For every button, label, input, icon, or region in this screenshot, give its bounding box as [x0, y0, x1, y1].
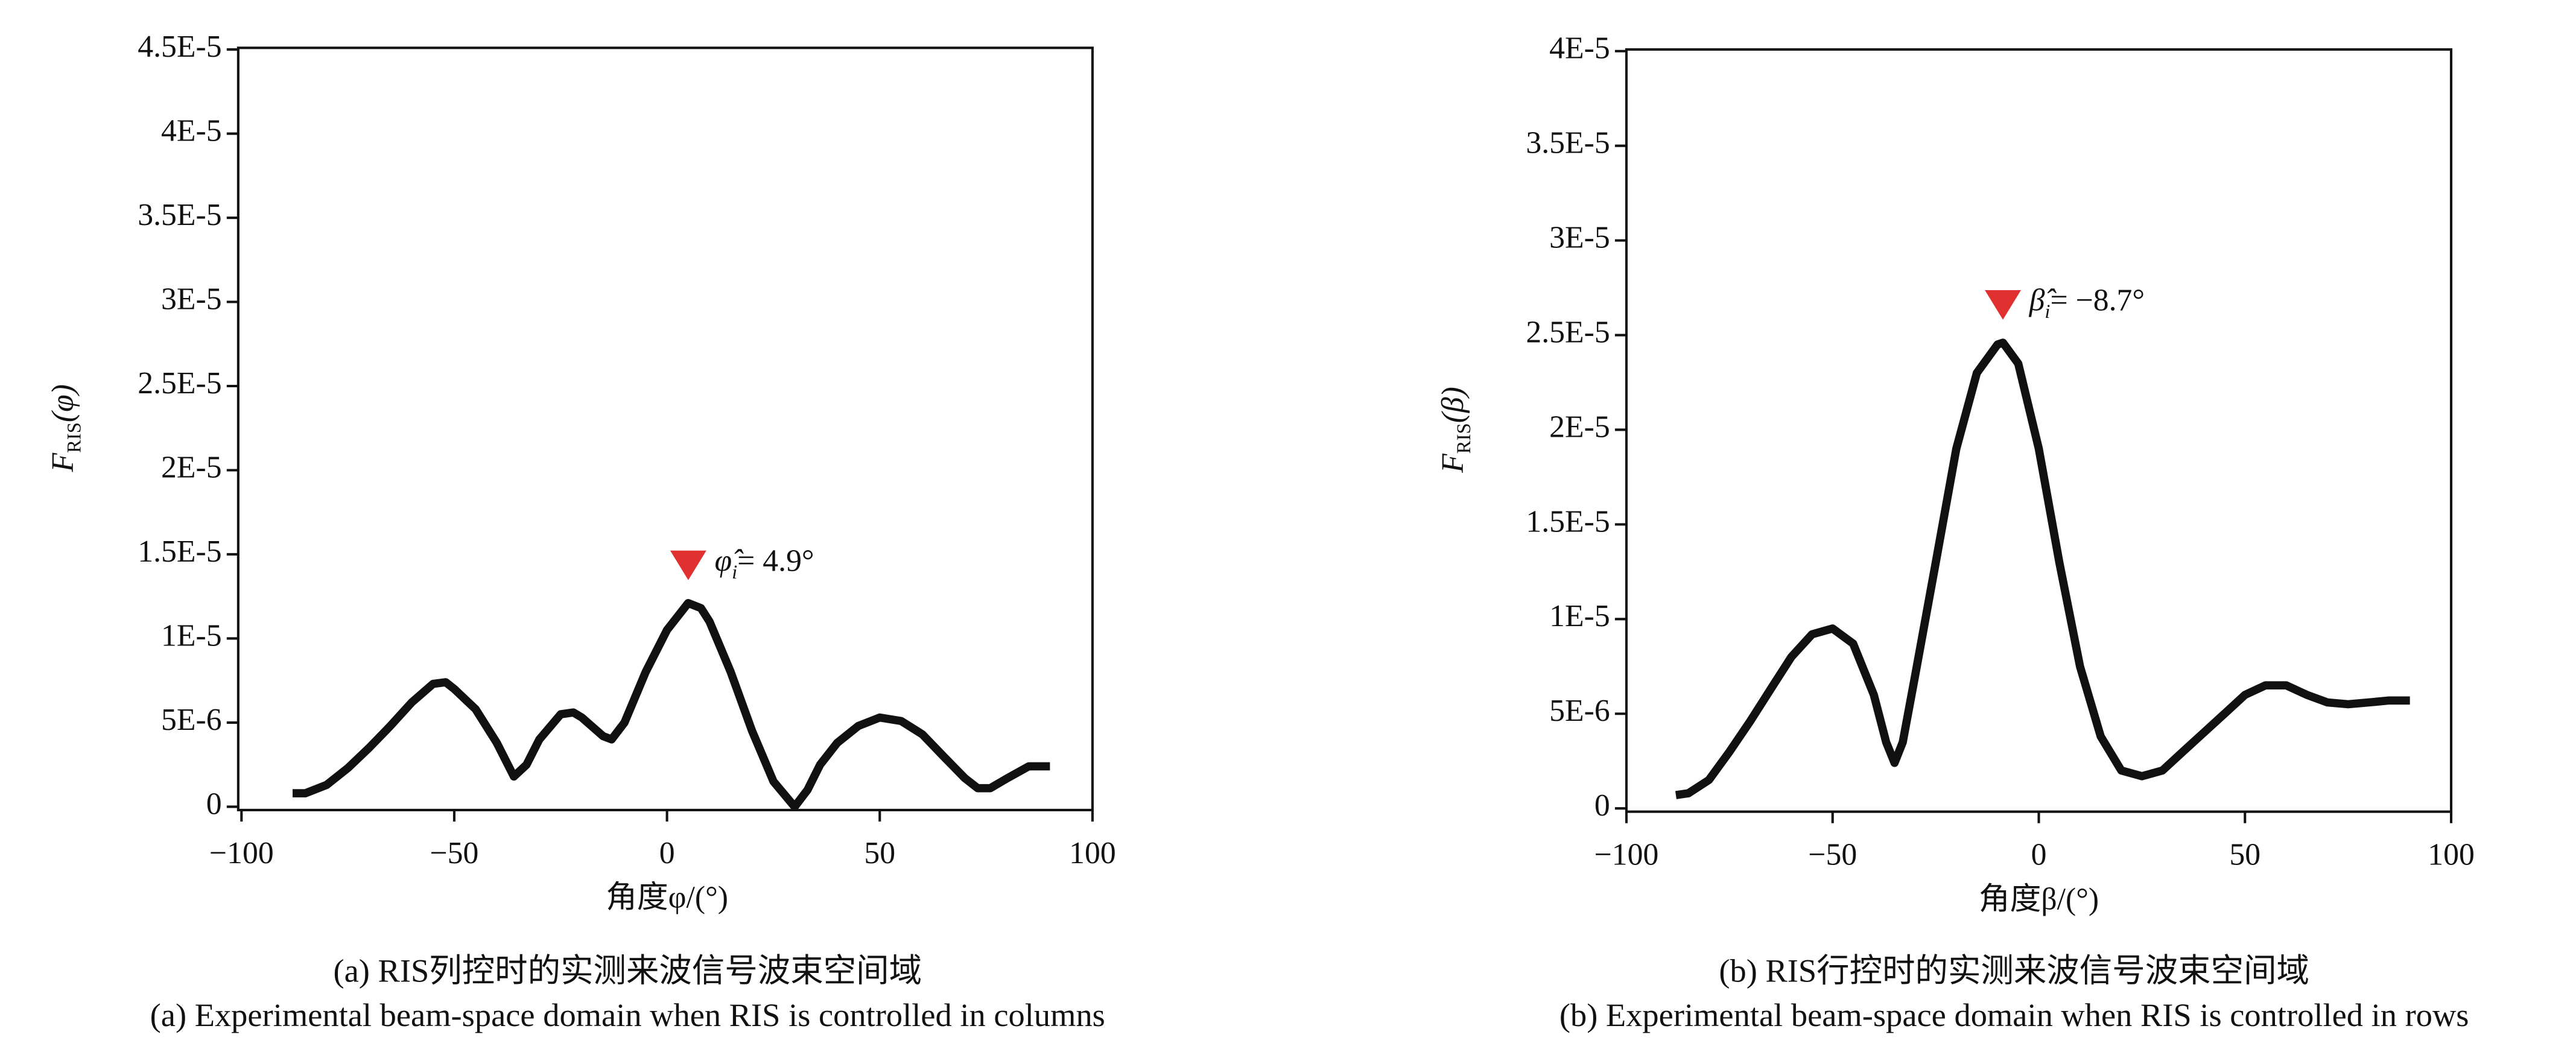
data-line [293, 598, 1050, 811]
y-tick-label: 1E-5 [1549, 599, 1610, 633]
caption: (a) RIS列控时的实测来波信号波束空间域 [333, 952, 922, 989]
x-tick-label: 100 [1069, 836, 1116, 870]
y-tick-label: 3.5E-5 [1526, 126, 1610, 160]
y-tick-label: 3E-5 [161, 282, 222, 316]
y-label-main: F [1436, 453, 1470, 474]
x-tick-label: 0 [2031, 838, 2047, 872]
peak-marker [1985, 290, 2021, 320]
y-tick-label: 0 [1594, 788, 1610, 823]
y-tick-label: 2E-5 [1549, 410, 1610, 444]
caption: (a) Experimental beam-space domain when … [150, 996, 1105, 1033]
y-label-sub: RIS [63, 422, 85, 453]
plot-frame [236, 46, 1094, 811]
y-tick-label: 4E-5 [1549, 31, 1610, 66]
y-tick-label: 1.5E-5 [1526, 504, 1610, 539]
y-tick-label: 3.5E-5 [138, 198, 221, 232]
y-axis-label: FRIS(β) [1436, 387, 1475, 474]
y-tick-label: 4E-5 [161, 113, 222, 148]
x-axis-label: 角度φ/(°) [606, 881, 728, 915]
y-tick-label: 5E-6 [1549, 694, 1610, 728]
annotation-sub: i [2045, 301, 2050, 323]
annotation-text: = −8.7° [2050, 284, 2145, 318]
caption: (b) RIS行控时的实测来波信号波束空间域 [1719, 952, 2309, 989]
y-tick-label: 1.5E-5 [138, 534, 221, 569]
annotation-text: = 4.9° [737, 543, 814, 578]
caption: (b) Experimental beam-space domain when … [1559, 996, 2469, 1033]
y-label-main: F [46, 452, 80, 473]
data-line [1675, 338, 2410, 799]
x-tick-label: −100 [209, 836, 274, 870]
annotation-sub: i [732, 561, 737, 583]
peak-annotation: β̂i= −8.7° [2029, 284, 2145, 323]
x-tick-label: 50 [864, 836, 895, 870]
y-tick-label: 2E-5 [161, 450, 222, 484]
y-tick-label: 1E-5 [161, 618, 222, 653]
x-tick-label: −50 [430, 836, 479, 870]
x-tick-label: 50 [2229, 838, 2260, 872]
peak-marker [670, 550, 706, 580]
y-tick-label: 2.5E-5 [138, 366, 221, 401]
y-label-arg: (β) [1436, 387, 1470, 423]
y-label-sub: RIS [1453, 423, 1475, 454]
y-label-arg: (φ) [46, 384, 80, 422]
x-axis-label: 角度β/(°) [1979, 882, 2099, 916]
x-tick-label: 0 [659, 836, 675, 870]
x-tick-label: 100 [2428, 838, 2475, 872]
peak-annotation: φ̂i= 4.9° [714, 543, 814, 583]
plot-frame [1625, 48, 2453, 813]
x-tick-label: −50 [1808, 838, 1857, 872]
x-tick-label: −100 [1594, 838, 1659, 872]
y-tick-label: 3E-5 [1549, 220, 1610, 255]
y-tick-label: 2.5E-5 [1526, 315, 1610, 349]
y-axis-label: FRIS(φ) [46, 384, 85, 473]
y-tick-label: 4.5E-5 [138, 30, 221, 64]
y-tick-label: 0 [206, 787, 222, 821]
y-tick-label: 5E-6 [161, 703, 222, 737]
